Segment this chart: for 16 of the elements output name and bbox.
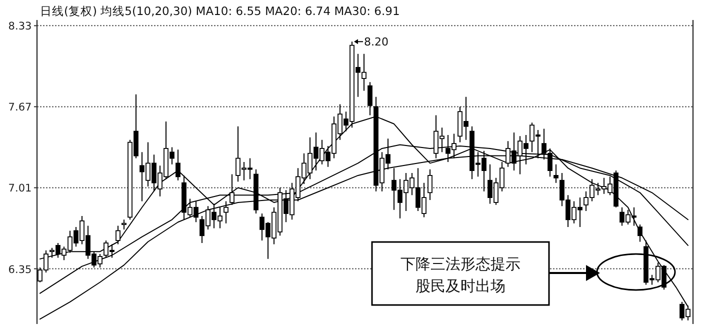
annotation: 8.20 xyxy=(364,36,388,49)
y-tick-label: 7.01 xyxy=(8,182,32,195)
candlestick xyxy=(554,164,558,184)
y-tick-label: 7.67 xyxy=(8,102,32,114)
y-tick-label: 8.33 xyxy=(8,20,32,33)
candlestick xyxy=(224,200,228,224)
candlestick xyxy=(176,149,180,181)
candlestick xyxy=(428,168,432,201)
candlestick xyxy=(368,82,372,116)
candlestick xyxy=(230,174,234,206)
candlestick xyxy=(638,224,642,242)
candlestick xyxy=(116,225,120,245)
y-tick-label: 6.35 xyxy=(8,264,32,276)
candlestick xyxy=(122,219,126,230)
annotation: 下降三法形态提示股民及时出场 xyxy=(400,255,520,295)
title: 日线(复权) 均线5(10,20,30) MA10: 6.55 MA20: 6.74 MA30: 6.91 xyxy=(40,4,400,18)
